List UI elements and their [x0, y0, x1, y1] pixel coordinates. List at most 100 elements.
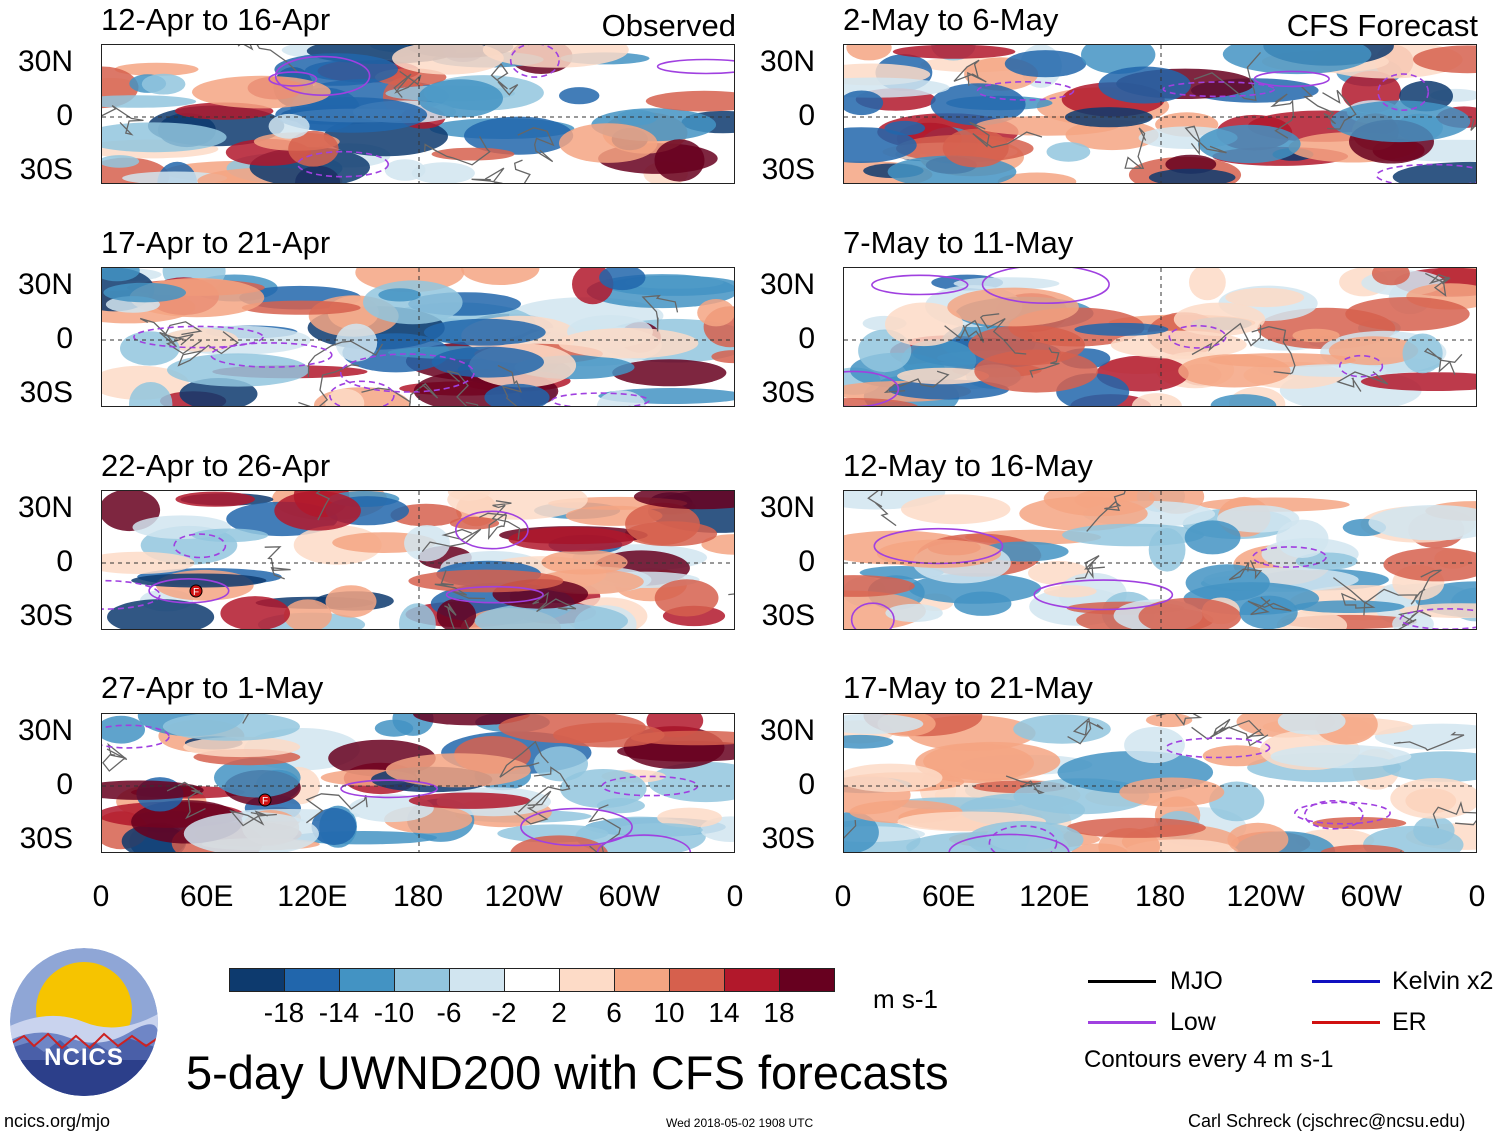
- easterly-anomaly-blob: [1081, 45, 1156, 74]
- anomaly-field: [102, 268, 734, 406]
- footer-url[interactable]: ncics.org/mjo: [4, 1111, 111, 1131]
- colorbar-tick-label: -2: [491, 997, 517, 1028]
- westerly-anomaly-blob: [1043, 585, 1097, 598]
- westerly-anomaly-blob: [461, 268, 540, 285]
- westerly-anomaly-blob: [846, 45, 892, 61]
- easterly-anomaly-blob: [888, 379, 1009, 400]
- lat-tick-label: 30N: [759, 268, 815, 301]
- easterly-anomaly-blob: [1217, 505, 1300, 533]
- easterly-anomaly-blob: [275, 97, 428, 133]
- easterly-anomaly-blob: [141, 73, 186, 95]
- low-frequency-contour: [1399, 608, 1476, 629]
- panel-title-obs-4: 27-Apr to 1-May: [101, 670, 324, 705]
- easterly-anomaly-blob: [274, 53, 398, 86]
- lon-tick-label: 0: [92, 880, 110, 913]
- colorbar-swatch: [669, 968, 725, 992]
- westerly-anomaly-blob: [711, 350, 734, 364]
- easterly-anomaly-blob: [131, 573, 267, 588]
- westerly-anomaly-blob: [844, 398, 918, 406]
- legend-line-mjo: [1088, 980, 1156, 983]
- low-frequency-contour: [173, 533, 227, 559]
- map-panel-obs-1: [101, 44, 735, 184]
- westerly-anomaly-blob: [654, 139, 705, 182]
- westerly-anomaly-blob: [892, 45, 1016, 59]
- easterly-anomaly-blob: [1295, 552, 1358, 571]
- westerly-anomaly-blob: [612, 359, 727, 387]
- easterly-anomaly-blob: [102, 715, 145, 744]
- westerly-anomaly-blob: [413, 714, 531, 726]
- westerly-anomaly-blob: [392, 45, 504, 75]
- low-frequency-contour: [850, 602, 895, 629]
- easterly-anomaly-blob: [1198, 124, 1301, 164]
- low-frequency-contour: [1253, 70, 1330, 88]
- colorbar-tick-label: 14: [708, 997, 740, 1028]
- colorbar-units: m s-1: [873, 984, 938, 1014]
- low-frequency-contour: [1165, 737, 1271, 759]
- westerly-anomaly-blob: [1066, 817, 1206, 838]
- easterly-anomaly-blob: [1276, 519, 1329, 558]
- westerly-anomaly-blob: [241, 300, 361, 315]
- low-frequency-contour: [1377, 73, 1430, 111]
- easterly-anomaly-blob: [844, 734, 894, 749]
- easterly-anomaly-blob: [1046, 142, 1091, 162]
- map-panel-fc-1: [843, 44, 1477, 184]
- anomaly-field: [844, 714, 1476, 852]
- westerly-anomaly-blob: [508, 527, 634, 552]
- colorbar-tick-label: 10: [653, 997, 685, 1028]
- westerly-anomaly-blob: [1320, 844, 1405, 852]
- easterly-anomaly-blob: [1062, 523, 1205, 547]
- low-frequency-contour: [988, 825, 1058, 852]
- colorbar-tick-label: -6: [436, 997, 462, 1028]
- lon-tick-label: 120W: [1226, 880, 1305, 913]
- lat-tick-label: 0: [56, 545, 73, 578]
- westerly-anomaly-blob: [1138, 597, 1242, 629]
- low-frequency-contour: [1168, 324, 1227, 349]
- easterly-anomaly-blob: [1124, 726, 1185, 764]
- low-frequency-contour: [1338, 354, 1384, 378]
- westerly-anomaly-blob: [482, 45, 629, 68]
- colorbar-swatch: [614, 968, 670, 992]
- easterly-anomaly-blob: [311, 807, 357, 846]
- lat-tick-label: 30N: [17, 714, 73, 747]
- westerly-anomaly-blob: [1131, 393, 1182, 406]
- lon-tick-label: 0: [726, 880, 744, 913]
- westerly-anomaly-blob: [274, 491, 361, 531]
- lat-tick-label: 30N: [17, 268, 73, 301]
- westerly-anomaly-blob: [625, 502, 700, 545]
- colorbar-swatch: [394, 968, 450, 992]
- colorbar-tick-label: -10: [373, 997, 415, 1028]
- westerly-anomaly-blob: [559, 123, 658, 163]
- colorbar-tick-label: 6: [606, 997, 622, 1028]
- panel-title-fc-4: 17-May to 21-May: [843, 670, 1093, 705]
- easterly-anomaly-blob: [647, 761, 734, 803]
- easterly-anomaly-blob: [102, 95, 197, 108]
- tropical-cyclone-icon: F: [258, 793, 272, 807]
- easterly-anomaly-blob: [464, 116, 574, 155]
- low-frequency-contour: [509, 45, 560, 78]
- easterly-anomaly-blob: [214, 757, 301, 798]
- coastline: [264, 491, 734, 629]
- lat-tick-label: 0: [56, 99, 73, 132]
- westerly-anomaly-blob: [844, 575, 915, 597]
- lon-tick-label: 180: [392, 880, 444, 913]
- westerly-anomaly-blob: [1383, 547, 1476, 582]
- easterly-anomaly-blob: [102, 268, 140, 282]
- low-frequency-contour: [873, 527, 1004, 565]
- anomaly-field: F: [102, 714, 734, 852]
- colorbar-swatch: [724, 968, 780, 992]
- ncics-logo: NCICS: [10, 948, 158, 1096]
- westerly-anomaly-blob: [1371, 268, 1410, 286]
- lat-tick-label: 30S: [761, 376, 815, 409]
- legend-label-kelvin: Kelvin x2: [1392, 967, 1494, 995]
- logo-text: NCICS: [44, 1044, 124, 1071]
- colorbar-swatch: [284, 968, 340, 992]
- westerly-anomaly-blob: [1345, 297, 1470, 331]
- low-frequency-contour: [210, 342, 333, 368]
- colorbar-swatch: [339, 968, 395, 992]
- easterly-anomaly-blob: [411, 162, 475, 183]
- easterly-anomaly-blob: [1013, 714, 1111, 744]
- lat-tick-label: 30N: [17, 45, 73, 78]
- low-frequency-contour: [981, 268, 1110, 304]
- lon-tick-label: 120W: [484, 880, 563, 913]
- lon-tick-label: 60W: [598, 880, 661, 913]
